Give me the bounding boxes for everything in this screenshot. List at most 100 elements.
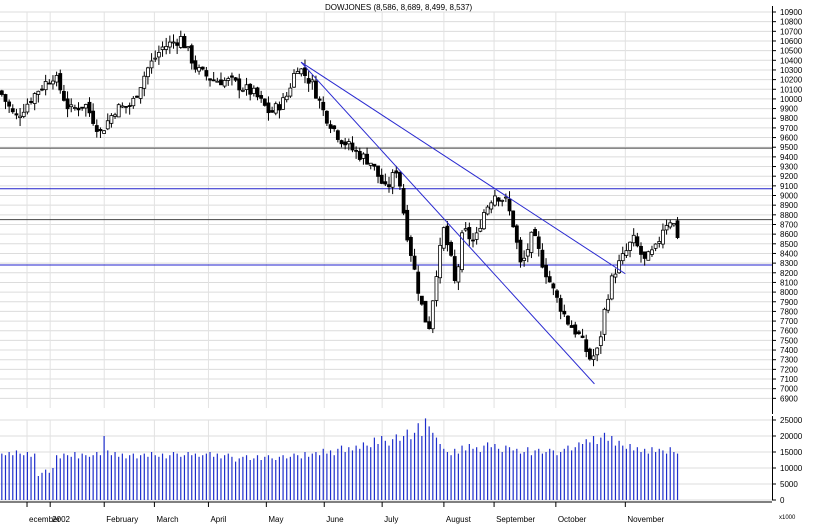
candle-body [65,98,70,110]
candle-body [631,234,636,244]
candle-body [449,242,453,256]
candle-body [62,91,66,101]
price-tick-label: 9400 [780,153,798,162]
trend-line [300,61,626,275]
candle-body [350,142,355,151]
price-tick-label: 8000 [780,288,798,297]
price-tick-label: 10100 [780,85,803,94]
candle-body [3,94,8,102]
candle-body [646,251,651,261]
candle-body [514,225,519,243]
candle-body [7,101,12,107]
trend-lines [300,61,626,385]
date-tick-label: February [106,515,138,524]
candle-body [405,209,410,241]
candle-body [376,165,380,177]
candle-body [547,276,552,283]
candle-body [496,197,501,202]
volume-tick-label: 25000 [780,416,803,425]
candle-body [463,228,468,231]
candle-body [306,78,311,84]
candle-body [94,125,99,132]
price-tick-label: 10500 [780,47,803,56]
candle-body [87,101,92,114]
candle-body [427,321,432,330]
candle-body [602,308,607,335]
candle-body [598,336,603,346]
candle-body [335,130,340,140]
candle-body [624,250,629,256]
candle-body [156,52,161,58]
candle-body [328,124,333,129]
candle-body [562,310,567,315]
candle-body [182,35,187,49]
volume-tick-label: 0 [780,496,785,505]
date-tick-label: August [446,515,472,524]
price-tick-label: 9700 [780,124,798,133]
price-tick-label: 7800 [780,307,798,316]
candle-body [500,199,505,202]
candle-body [595,347,600,356]
date-tick-label: September [496,515,535,524]
candle-body [120,105,125,108]
price-tick-label: 8700 [780,220,798,229]
candle-body [591,355,596,360]
date-tick-label: July [384,515,398,524]
price-tick-label: 8500 [780,240,798,249]
candle-body [368,162,373,166]
candle-body [606,298,611,311]
volume-axis-note: x1000 [779,515,796,521]
candle-body [25,103,30,113]
candle-body [32,93,37,104]
candle-body [105,120,110,130]
candle-body [255,87,260,98]
candle-body [146,67,150,78]
candle-body [36,90,41,95]
candle-body [569,325,574,328]
candle-body [587,348,592,360]
candle-body [215,80,220,83]
price-tick-label: 9500 [780,143,798,152]
candle-body [467,227,472,240]
date-tick-label: March [156,515,178,524]
candle-body [321,101,326,111]
candle-body [109,115,114,124]
price-tick-label: 8300 [780,259,798,268]
candle-body [379,174,384,184]
candle-body [189,45,194,64]
price-tick-label: 10200 [780,76,803,85]
candle-body [383,181,388,185]
candle-body [671,223,676,226]
candle-body [237,78,242,91]
volume-tick-label: 20000 [780,432,803,441]
candle-body [332,125,337,130]
candle-body [613,273,618,278]
candle-body [668,222,673,228]
candle-body [452,256,457,281]
date-tick-label: ecember [29,515,60,524]
price-grid [0,11,772,408]
candle-body [419,295,424,305]
candle-body [343,141,348,146]
candle-body [642,251,647,259]
candle-body [518,239,523,263]
candle-body [639,245,643,255]
candle-body [398,171,402,187]
candle-body [493,195,497,206]
candle-body [72,107,77,109]
volume-axis: 0 5000 10000 15000 20000 25000 [772,416,803,505]
price-tick-label: 7300 [780,356,798,365]
date-tick-label: October [558,515,587,524]
candle-body [288,87,293,97]
candle-body [10,108,15,113]
candle-body [0,90,4,95]
price-tick-label: 9600 [780,134,798,143]
candle-body [675,220,680,238]
volume-axis-line [772,416,773,500]
candle-body [460,232,464,271]
candle-body [555,290,559,298]
candle-body [21,111,26,117]
candle-body [131,97,136,107]
